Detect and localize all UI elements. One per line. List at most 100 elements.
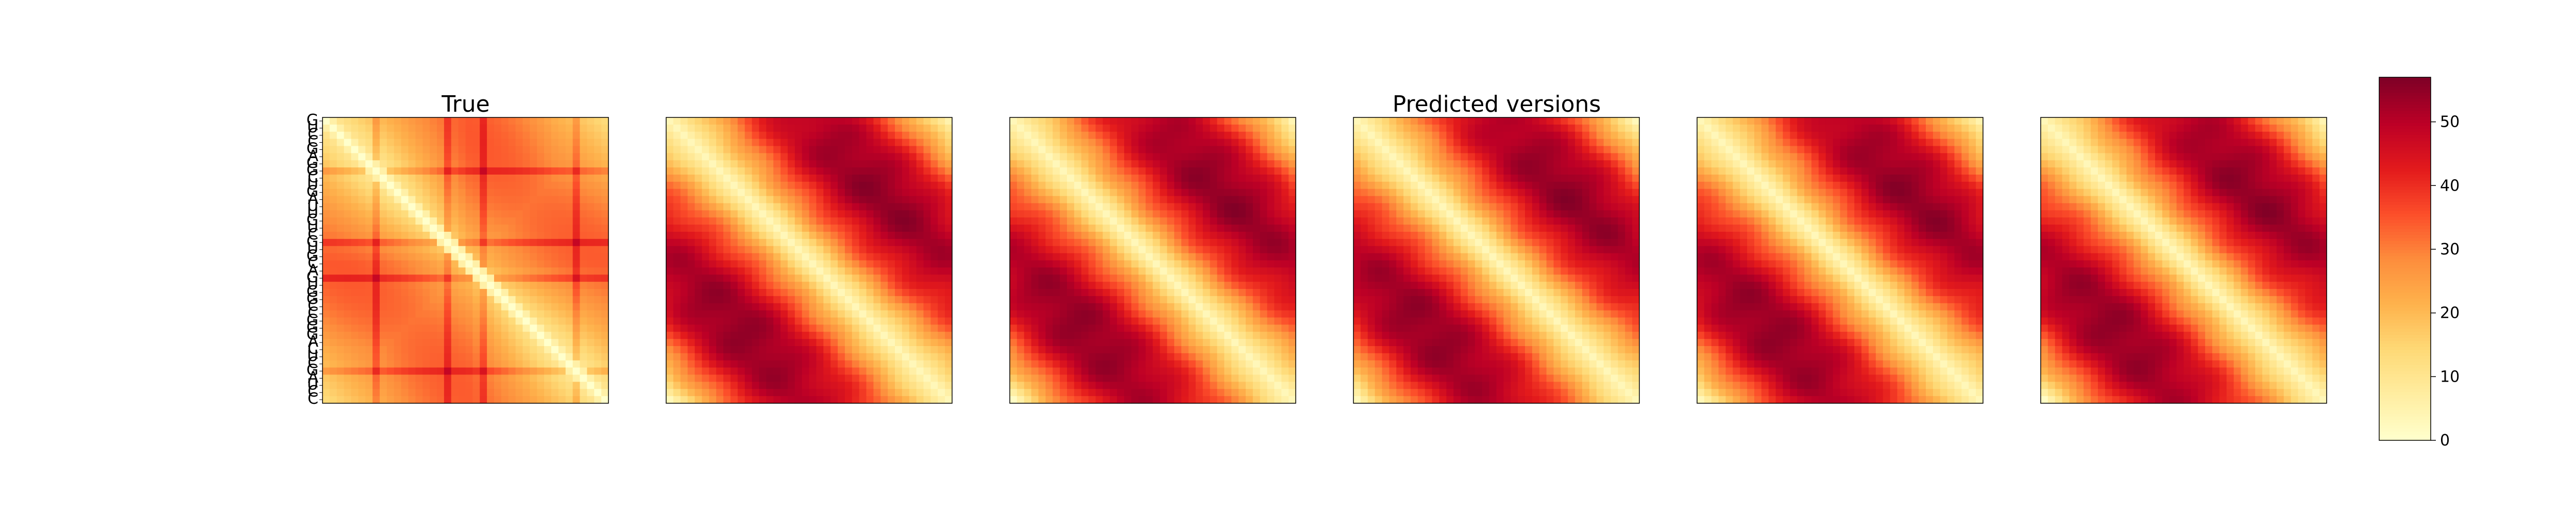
heatmap-cell xyxy=(1153,153,1160,161)
heatmap-cell xyxy=(1124,332,1132,339)
heatmap-cell xyxy=(1174,139,1182,147)
heatmap-cell xyxy=(1153,196,1160,204)
heatmap-cell xyxy=(930,153,938,161)
heatmap-cell xyxy=(1053,360,1060,368)
heatmap-cell xyxy=(1224,317,1232,325)
heatmap-cell xyxy=(1095,317,1103,325)
heatmap-cell xyxy=(1231,274,1239,282)
heatmap-cell xyxy=(380,203,387,211)
heatmap-cell xyxy=(1103,296,1110,304)
heatmap-cell xyxy=(422,160,430,168)
heatmap-cell xyxy=(694,246,702,254)
heatmap-cell xyxy=(1468,139,1476,147)
heatmap-cell xyxy=(744,175,753,182)
heatmap-cell xyxy=(1281,296,1289,304)
heatmap-cell xyxy=(1267,282,1275,289)
heatmap-cell xyxy=(437,203,445,211)
heatmap-cell xyxy=(859,310,867,318)
heatmap-cell xyxy=(1260,246,1268,254)
heatmap-cell xyxy=(451,196,459,204)
heatmap-cell xyxy=(880,339,888,347)
heatmap-cell xyxy=(437,246,445,254)
heatmap-cell xyxy=(787,367,795,375)
heatmap-cell xyxy=(458,267,466,275)
heatmap-cell xyxy=(1188,396,1196,404)
heatmap-cell xyxy=(752,117,759,125)
heatmap-cell xyxy=(673,253,681,261)
heatmap-cell xyxy=(666,274,674,282)
heatmap-cell xyxy=(752,217,759,225)
heatmap-cell xyxy=(744,353,753,361)
heatmap-cell xyxy=(1010,232,1018,239)
heatmap-cell xyxy=(430,246,437,254)
heatmap-cell xyxy=(537,374,545,382)
heatmap-cell xyxy=(1067,332,1075,339)
heatmap-cell xyxy=(852,181,860,190)
heatmap-cell xyxy=(666,282,674,289)
heatmap-cell xyxy=(709,267,717,275)
heatmap-cell xyxy=(823,188,831,197)
heatmap-cell xyxy=(1038,153,1046,161)
heatmap-cell xyxy=(1252,181,1261,190)
heatmap-cell xyxy=(1053,253,1060,261)
heatmap-cell xyxy=(752,303,759,311)
heatmap-cell xyxy=(1016,274,1025,282)
heatmap-cell xyxy=(430,374,437,382)
heatmap-cell xyxy=(773,346,781,354)
heatmap-cell xyxy=(480,203,487,211)
heatmap-cell xyxy=(1010,181,1018,190)
heatmap-cell xyxy=(594,346,602,354)
heatmap-cell xyxy=(1503,124,1511,132)
heatmap-cell xyxy=(1060,175,1067,182)
heatmap-cell xyxy=(1482,139,1490,147)
heatmap-cell xyxy=(437,339,445,347)
heatmap-cell xyxy=(823,310,831,318)
heatmap-cell xyxy=(1267,339,1275,347)
heatmap-cell xyxy=(465,225,473,232)
heatmap-cell xyxy=(1174,238,1182,247)
heatmap-cell xyxy=(580,324,587,332)
heatmap-cell xyxy=(572,246,581,254)
heatmap-cell xyxy=(601,188,609,197)
heatmap-cell xyxy=(380,260,387,268)
heatmap-cell xyxy=(759,124,767,132)
heatmap-cell xyxy=(1245,246,1253,254)
heatmap-cell xyxy=(816,139,824,147)
heatmap-cell xyxy=(752,167,759,175)
heatmap-cell xyxy=(744,339,753,347)
heatmap-cell xyxy=(1038,317,1046,325)
heatmap-cell xyxy=(852,188,860,197)
heatmap-cell xyxy=(408,360,416,368)
heatmap-cell xyxy=(365,282,373,289)
heatmap-cell xyxy=(1031,217,1039,225)
heatmap-cell xyxy=(673,324,681,332)
heatmap-cell xyxy=(430,139,437,147)
heatmap-cell xyxy=(1010,196,1018,204)
heatmap-cell xyxy=(1195,260,1204,268)
heatmap-cell xyxy=(859,160,867,168)
heatmap-cell xyxy=(380,289,387,297)
heatmap-cell xyxy=(880,374,888,382)
heatmap-cell xyxy=(587,346,595,354)
heatmap-cell xyxy=(465,267,473,275)
heatmap-cell xyxy=(1239,167,1246,175)
heatmap-cell xyxy=(508,346,516,354)
heatmap-cell xyxy=(1267,374,1275,382)
heatmap-cell xyxy=(515,296,523,304)
heatmap-cell xyxy=(859,203,867,211)
heatmap-cell xyxy=(1131,196,1139,204)
heatmap-cell xyxy=(794,310,803,318)
heatmap-cell xyxy=(938,160,945,168)
heatmap-cell xyxy=(336,210,345,218)
heatmap-cell xyxy=(702,181,709,190)
heatmap-cell xyxy=(344,282,352,289)
heatmap-cell xyxy=(666,389,674,397)
heatmap-cell xyxy=(702,146,709,153)
heatmap-cell xyxy=(365,167,373,175)
heatmap-cell xyxy=(422,339,430,347)
heatmap-cell xyxy=(737,289,745,297)
heatmap-cell xyxy=(1231,188,1239,197)
heatmap-cell xyxy=(1024,139,1032,147)
heatmap-cell xyxy=(508,131,516,140)
heatmap-cell xyxy=(1131,346,1139,354)
